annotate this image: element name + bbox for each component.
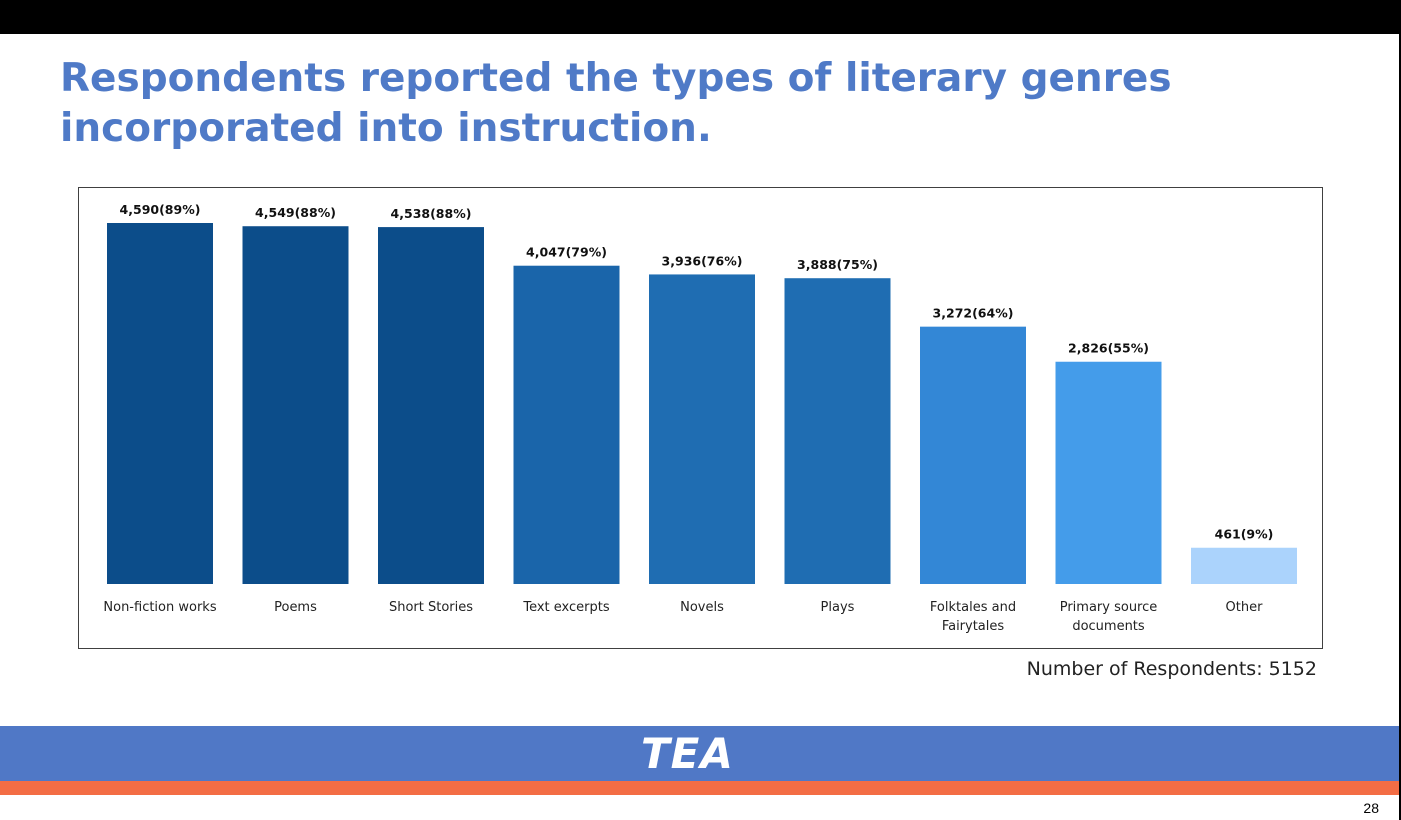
bar-5 (784, 278, 891, 584)
data-label-8: 461(9%) (1215, 527, 1274, 542)
bar-6 (920, 326, 1026, 584)
bar-0 (107, 223, 213, 584)
data-label-1: 4,549(88%) (255, 205, 336, 220)
category-label-0: Non-fiction works (103, 600, 216, 615)
data-label-4: 3,936(76%) (662, 253, 743, 268)
category-label-2: Short Stories (389, 600, 473, 615)
bar-chart: 4,590(89%) Non-fiction works 4,549(88%) Poe… (78, 187, 1323, 649)
footer-stripe (0, 781, 1399, 795)
category-label-7-line-1: documents (1072, 619, 1145, 634)
bar-1 (242, 226, 349, 584)
category-label-7-line-0: Primary source (1060, 600, 1158, 615)
category-label-3: Text excerpts (522, 600, 609, 615)
category-label-6-line-1: Fairytales (942, 619, 1005, 634)
category-label-6-line-0: Folktales and (930, 600, 1016, 615)
category-label-4: Novels (680, 600, 724, 615)
data-label-7: 2,826(55%) (1068, 341, 1149, 356)
bar-7 (1055, 361, 1162, 584)
bar-8 (1191, 547, 1297, 584)
data-label-0: 4,590(89%) (120, 202, 201, 217)
page-number: 28 (1363, 800, 1379, 816)
chart-svg: 4,590(89%) Non-fiction works 4,549(88%) Poe… (103, 202, 1297, 634)
top-black-bar (0, 0, 1401, 34)
right-edge-line (1399, 34, 1401, 820)
footer-band (0, 726, 1399, 781)
category-label-8: Other (1226, 600, 1264, 615)
category-label-1: Poems (274, 600, 317, 615)
category-label-5: Plays (821, 600, 855, 615)
bar-4 (649, 274, 755, 584)
slide-title: Respondents reported the types of litera… (60, 56, 1172, 151)
data-label-2: 4,538(88%) (391, 206, 472, 221)
bar-3 (513, 265, 620, 584)
data-label-5: 3,888(75%) (797, 257, 878, 272)
respondents-note: Number of Respondents: 5152 (1026, 658, 1317, 680)
data-label-3: 4,047(79%) (526, 245, 607, 260)
tea-logo: TEA (641, 729, 734, 778)
data-label-6: 3,272(64%) (933, 306, 1014, 321)
bar-2 (378, 227, 484, 584)
